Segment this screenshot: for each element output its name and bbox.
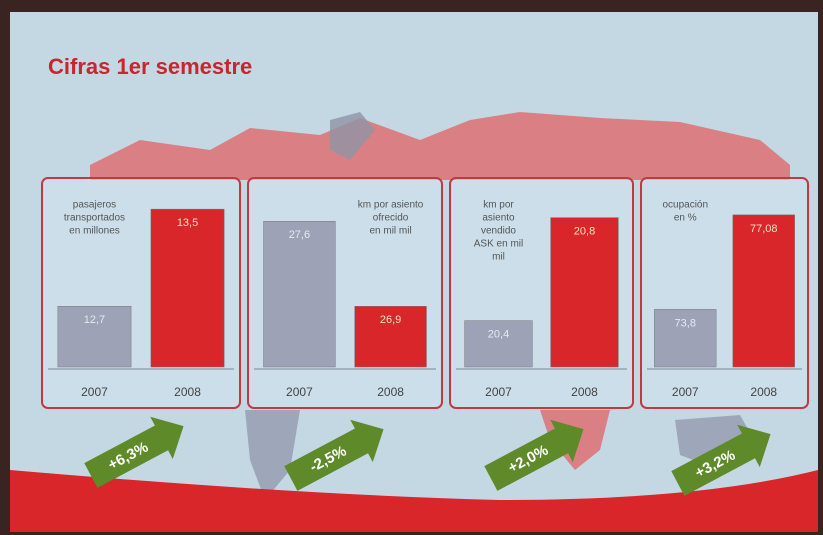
chart-label: en millones [69,226,120,237]
slide-photo: Cifras 1er semestre 12,7 2007 13,5 2008 pasa… [0,0,823,535]
value-label: 20,4 [488,329,509,341]
chart-label: asiento [482,213,515,224]
value-label: 13,5 [177,217,198,229]
chart-label: km por asiento [358,200,424,211]
chart-label: mil [492,252,505,263]
page: Cifras 1er semestre 12,7 2007 13,5 2008 pasa… [0,0,823,535]
value-label: 12,7 [84,314,105,326]
chart-label: en mil mil [369,226,411,237]
chart-label: ASK en mil [474,239,523,250]
value-label: 27,6 [289,229,310,241]
category-label: 2008 [750,385,777,399]
chart-label: vendido [481,226,516,237]
value-label: 73,8 [675,317,696,329]
category-label: 2008 [377,385,404,399]
category-label: 2008 [571,385,598,399]
value-label: 26,9 [380,314,401,326]
category-label: 2008 [174,385,201,399]
slide-title: Cifras 1er semestre [48,54,252,79]
bar [151,209,224,367]
bar [264,221,336,367]
bar [733,215,795,367]
chart-label: km por [483,200,514,211]
value-label: 77,08 [750,223,778,235]
value-label: 20,8 [574,226,595,238]
chart-label: pasajeros [73,200,116,211]
category-label: 2007 [485,385,512,399]
chart-label: ocupación [662,200,708,211]
category-label: 2007 [81,385,108,399]
category-label: 2007 [286,385,313,399]
chart-label: ofrecido [373,213,409,224]
chart-label: transportados [64,213,125,224]
chart-label: en % [674,213,697,224]
category-label: 2007 [672,385,699,399]
bar [551,218,619,367]
